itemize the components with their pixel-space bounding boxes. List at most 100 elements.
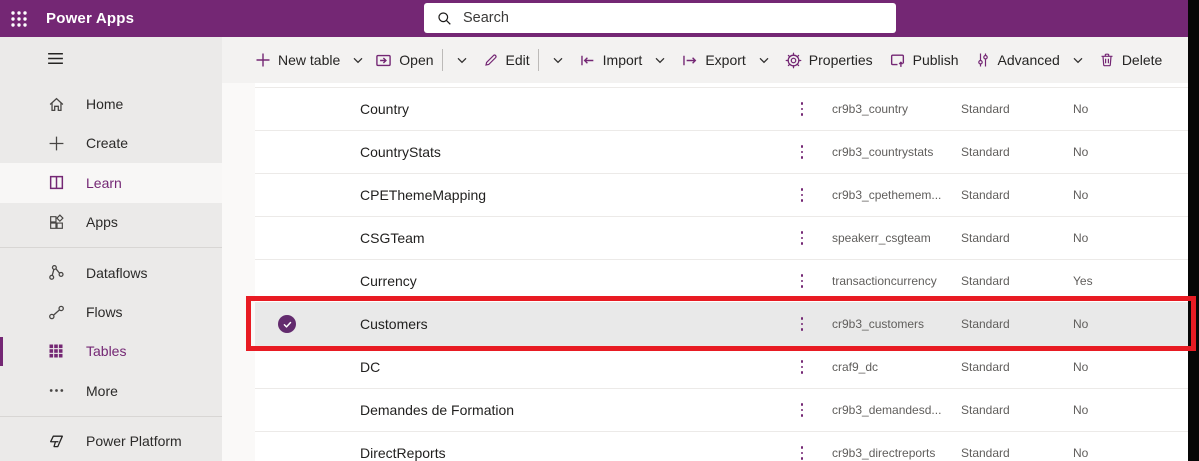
waffle-menu-button[interactable] — [0, 0, 38, 37]
table-name[interactable]: DC — [360, 359, 381, 375]
edit-label: Edit — [505, 52, 530, 68]
open-split-chevron-icon[interactable] — [457, 57, 467, 64]
advanced-label: Advanced — [997, 52, 1060, 68]
command-bar: New table Open Edit — [222, 37, 1188, 83]
row-menu-button[interactable] — [795, 270, 809, 292]
table-logical-name: transactioncurrency — [832, 274, 937, 288]
new-table-label: New table — [278, 52, 341, 68]
table-type: Standard — [961, 102, 1010, 116]
check-circle-icon[interactable] — [278, 315, 296, 333]
sidebar-item-label: Learn — [86, 174, 122, 191]
sidebar-item-label: Apps — [86, 214, 118, 231]
chevron-down-icon[interactable] — [655, 57, 665, 64]
table-name[interactable]: CountryStats — [360, 144, 441, 160]
sidebar-item-label: More — [86, 382, 118, 399]
row-menu-button[interactable] — [795, 313, 809, 335]
sidebar-item-power-platform[interactable]: Power Platform — [0, 422, 222, 461]
sidebar-item-label: Create — [86, 135, 129, 152]
edit-split-chevron-icon[interactable] — [553, 57, 563, 64]
table-name[interactable]: Country — [360, 101, 410, 117]
sidebar: Home Create Learn Apps — [0, 37, 222, 461]
hamburger-menu-button[interactable] — [0, 37, 222, 80]
row-menu-button[interactable] — [795, 184, 809, 206]
row-menu-button[interactable] — [795, 399, 809, 421]
table-logical-name: cr9b3_countrystats — [832, 145, 934, 159]
publish-button[interactable]: Publish — [889, 52, 959, 69]
table-logical-name: speakerr_csgteam — [832, 231, 931, 245]
home-icon — [46, 94, 66, 114]
table-managed: No — [1073, 317, 1089, 331]
properties-label: Properties — [808, 52, 873, 68]
pencil-icon — [483, 52, 499, 68]
chevron-down-icon[interactable] — [353, 57, 363, 64]
table-row[interactable]: Country cr9b3_country Standard No — [255, 87, 1190, 130]
publish-icon — [889, 52, 906, 69]
sliders-icon — [975, 52, 991, 68]
open-button[interactable]: Open — [375, 52, 434, 69]
row-menu-button[interactable] — [795, 141, 809, 163]
grid-left-gutter — [222, 83, 255, 461]
table-managed: No — [1073, 231, 1089, 245]
sidebar-item-apps[interactable]: Apps — [0, 203, 222, 242]
table-name[interactable]: DirectReports — [360, 445, 446, 461]
table-logical-name: cr9b3_country — [832, 102, 909, 116]
row-menu-button[interactable] — [795, 356, 809, 378]
table-type: Standard — [961, 274, 1010, 288]
table-name[interactable]: Currency — [360, 273, 417, 289]
export-arrow-icon — [681, 52, 698, 69]
table-row[interactable]: CSGTeam speakerr_csgteam Standard No — [255, 216, 1190, 259]
table-logical-name: craf9_dc — [832, 360, 879, 374]
global-search[interactable] — [424, 3, 896, 33]
flows-icon — [46, 302, 66, 322]
import-button[interactable]: Import — [579, 52, 666, 69]
row-menu-button[interactable] — [795, 98, 809, 120]
search-input[interactable] — [463, 10, 863, 26]
sidebar-item-label: Tables — [86, 343, 127, 360]
sidebar-item-flows[interactable]: Flows — [0, 292, 222, 331]
table-name[interactable]: CSGTeam — [360, 230, 425, 246]
plus-icon — [255, 52, 271, 68]
sidebar-item-more[interactable]: More — [0, 371, 222, 410]
sidebar-item-create[interactable]: Create — [0, 124, 222, 163]
table-name[interactable]: Customers — [360, 316, 428, 332]
row-menu-button[interactable] — [795, 227, 809, 249]
chevron-down-icon[interactable] — [759, 57, 769, 64]
table-row[interactable]: CountryStats cr9b3_countrystats Standard… — [255, 130, 1190, 173]
gear-icon — [785, 52, 802, 69]
sidebar-item-learn[interactable]: Learn — [0, 163, 222, 203]
app-header: Power Apps — [0, 0, 1199, 37]
sidebar-item-label: Home — [86, 96, 124, 113]
new-table-button[interactable]: New table — [255, 52, 363, 68]
table-row-selected[interactable]: Customers cr9b3_customers Standard No — [255, 302, 1190, 345]
import-label: Import — [602, 52, 643, 68]
table-row[interactable]: CPEThemeMapping cr9b3_cpethemem... Stand… — [255, 173, 1190, 216]
table-row[interactable]: Demandes de Formation cr9b3_demandesd...… — [255, 388, 1190, 431]
delete-button[interactable]: Delete — [1099, 52, 1162, 68]
table-row[interactable]: DirectReports cr9b3_directreports Standa… — [255, 431, 1190, 461]
edit-button[interactable]: Edit — [483, 52, 530, 68]
book-icon — [46, 173, 66, 193]
row-menu-button[interactable] — [795, 442, 809, 461]
dataflows-icon — [46, 263, 66, 283]
chevron-down-icon[interactable] — [1073, 57, 1083, 64]
table-row[interactable]: Currency transactioncurrency Standard Ye… — [255, 259, 1190, 302]
delete-label: Delete — [1121, 52, 1163, 68]
sidebar-item-dataflows[interactable]: Dataflows — [0, 253, 222, 292]
table-type: Standard — [961, 360, 1010, 374]
open-icon — [375, 52, 392, 69]
apps-icon — [46, 212, 66, 232]
table-name[interactable]: CPEThemeMapping — [360, 187, 487, 203]
export-button[interactable]: Export — [681, 52, 769, 69]
table-row[interactable]: DC craf9_dc Standard No — [255, 345, 1190, 388]
advanced-button[interactable]: Advanced — [975, 52, 1083, 68]
sidebar-item-home[interactable]: Home — [0, 84, 222, 123]
properties-button[interactable]: Properties — [785, 52, 873, 69]
table-name[interactable]: Demandes de Formation — [360, 402, 515, 418]
table-type: Standard — [961, 446, 1010, 460]
sidebar-divider — [0, 415, 222, 417]
trash-icon — [1099, 52, 1115, 68]
table-managed: No — [1073, 188, 1089, 202]
table-type: Standard — [961, 231, 1010, 245]
sidebar-item-tables[interactable]: Tables — [0, 332, 222, 371]
app-title: Power Apps — [46, 10, 135, 27]
